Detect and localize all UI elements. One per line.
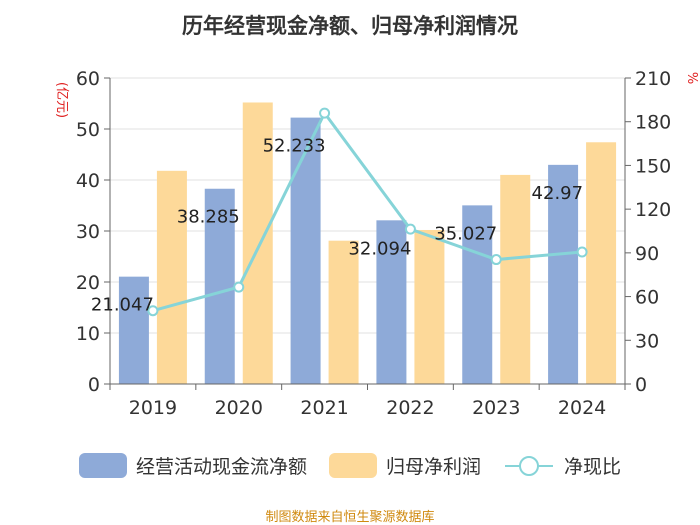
right-tick-label: 90 bbox=[635, 243, 659, 265]
bar-net-profit bbox=[586, 142, 617, 384]
bar-operating-cash-flow bbox=[548, 164, 579, 384]
data-label-operating-cash-flow: 52.233 bbox=[263, 136, 326, 157]
x-tick-label: 2023 bbox=[472, 397, 520, 419]
legend-label-cash-ratio: 净现比 bbox=[564, 456, 622, 478]
bar-operating-cash-flow bbox=[290, 117, 321, 385]
bar-operating-cash-flow bbox=[376, 220, 407, 384]
legend-item-net-profit[interactable]: 归母净利润 bbox=[328, 452, 481, 479]
x-tick-label: 2019 bbox=[129, 397, 177, 419]
bar-net-profit bbox=[500, 174, 531, 384]
left-tick-label: 50 bbox=[76, 119, 100, 141]
ratio-point bbox=[233, 281, 245, 293]
ratio-point bbox=[319, 107, 331, 119]
right-tick-label: 60 bbox=[635, 287, 659, 309]
bars-group bbox=[118, 102, 617, 385]
x-tick-label: 2022 bbox=[386, 397, 434, 419]
right-tick-label: 210 bbox=[635, 68, 671, 90]
ratio-point bbox=[490, 254, 502, 266]
left-tick-label: 20 bbox=[76, 272, 100, 294]
ratio-point bbox=[147, 305, 159, 317]
chart-title: 历年经营现金净额、归母净利润情况 bbox=[182, 14, 518, 38]
bar-net-profit bbox=[328, 240, 359, 384]
left-tick-label: 60 bbox=[76, 68, 100, 90]
legend-line-marker-icon bbox=[505, 455, 553, 476]
bar-net-profit bbox=[242, 102, 273, 384]
legend-label-net-profit: 归母净利润 bbox=[385, 456, 481, 478]
right-axis-unit: % bbox=[684, 72, 699, 84]
x-tick-label: 2024 bbox=[558, 397, 606, 419]
data-label-operating-cash-flow: 35.027 bbox=[434, 223, 497, 244]
ratio-line bbox=[152, 110, 583, 313]
grid-lines bbox=[110, 77, 625, 334]
data-label-operating-cash-flow: 42.97 bbox=[532, 183, 584, 204]
bar-net-profit bbox=[414, 229, 445, 384]
left-tick-label: 40 bbox=[76, 170, 100, 192]
ratio-point bbox=[576, 246, 588, 258]
right-tick-label: 30 bbox=[635, 330, 659, 352]
data-label-operating-cash-flow: 32.094 bbox=[348, 238, 411, 259]
source-note: 制图数据来自恒生聚源数据库 bbox=[265, 510, 435, 525]
bar-operating-cash-flow bbox=[462, 205, 493, 384]
legend-swatch-net-profit bbox=[328, 453, 377, 478]
legend-item-cash-ratio[interactable]: 净现比 bbox=[503, 452, 621, 479]
ratio-point bbox=[404, 223, 416, 235]
bar-net-profit bbox=[156, 170, 187, 384]
x-tick-label: 2020 bbox=[215, 397, 263, 419]
right-tick-label: 120 bbox=[635, 199, 671, 221]
axes-group: 0 10 20 30 40 50 60 0 30 60 90 120 150 180 210 2019 2020… bbox=[54, 68, 699, 419]
left-axis-unit: (亿元) bbox=[54, 82, 69, 118]
bar-operating-cash-flow bbox=[118, 276, 149, 384]
bar-operating-cash-flow bbox=[204, 188, 235, 384]
data-label-operating-cash-flow: 38.285 bbox=[177, 207, 240, 228]
data-labels-group: 21.047 38.285 52.233 32.094 35.027 42.97 bbox=[91, 136, 583, 316]
legend-swatch-operating-cash-flow bbox=[78, 453, 127, 478]
legend: 经营活动现金流净额 归母净利润 净现比 bbox=[0, 452, 700, 479]
ratio-line-group bbox=[147, 107, 588, 317]
right-tick-label: 0 bbox=[635, 374, 647, 396]
left-tick-label: 30 bbox=[76, 221, 100, 243]
legend-item-operating-cash-flow[interactable]: 经营活动现金流净额 bbox=[78, 452, 307, 479]
x-tick-label: 2021 bbox=[300, 397, 348, 419]
left-tick-label: 10 bbox=[76, 323, 100, 345]
legend-label-operating-cash-flow: 经营活动现金流净额 bbox=[135, 456, 307, 478]
chart-canvas: 0 10 20 30 40 50 60 0 30 60 90 120 150 180 210 2019 2020… bbox=[54, 68, 699, 419]
right-tick-label: 180 bbox=[635, 112, 671, 134]
right-tick-label: 150 bbox=[635, 155, 671, 177]
left-tick-label: 0 bbox=[88, 374, 100, 396]
data-label-operating-cash-flow: 21.047 bbox=[91, 295, 154, 316]
